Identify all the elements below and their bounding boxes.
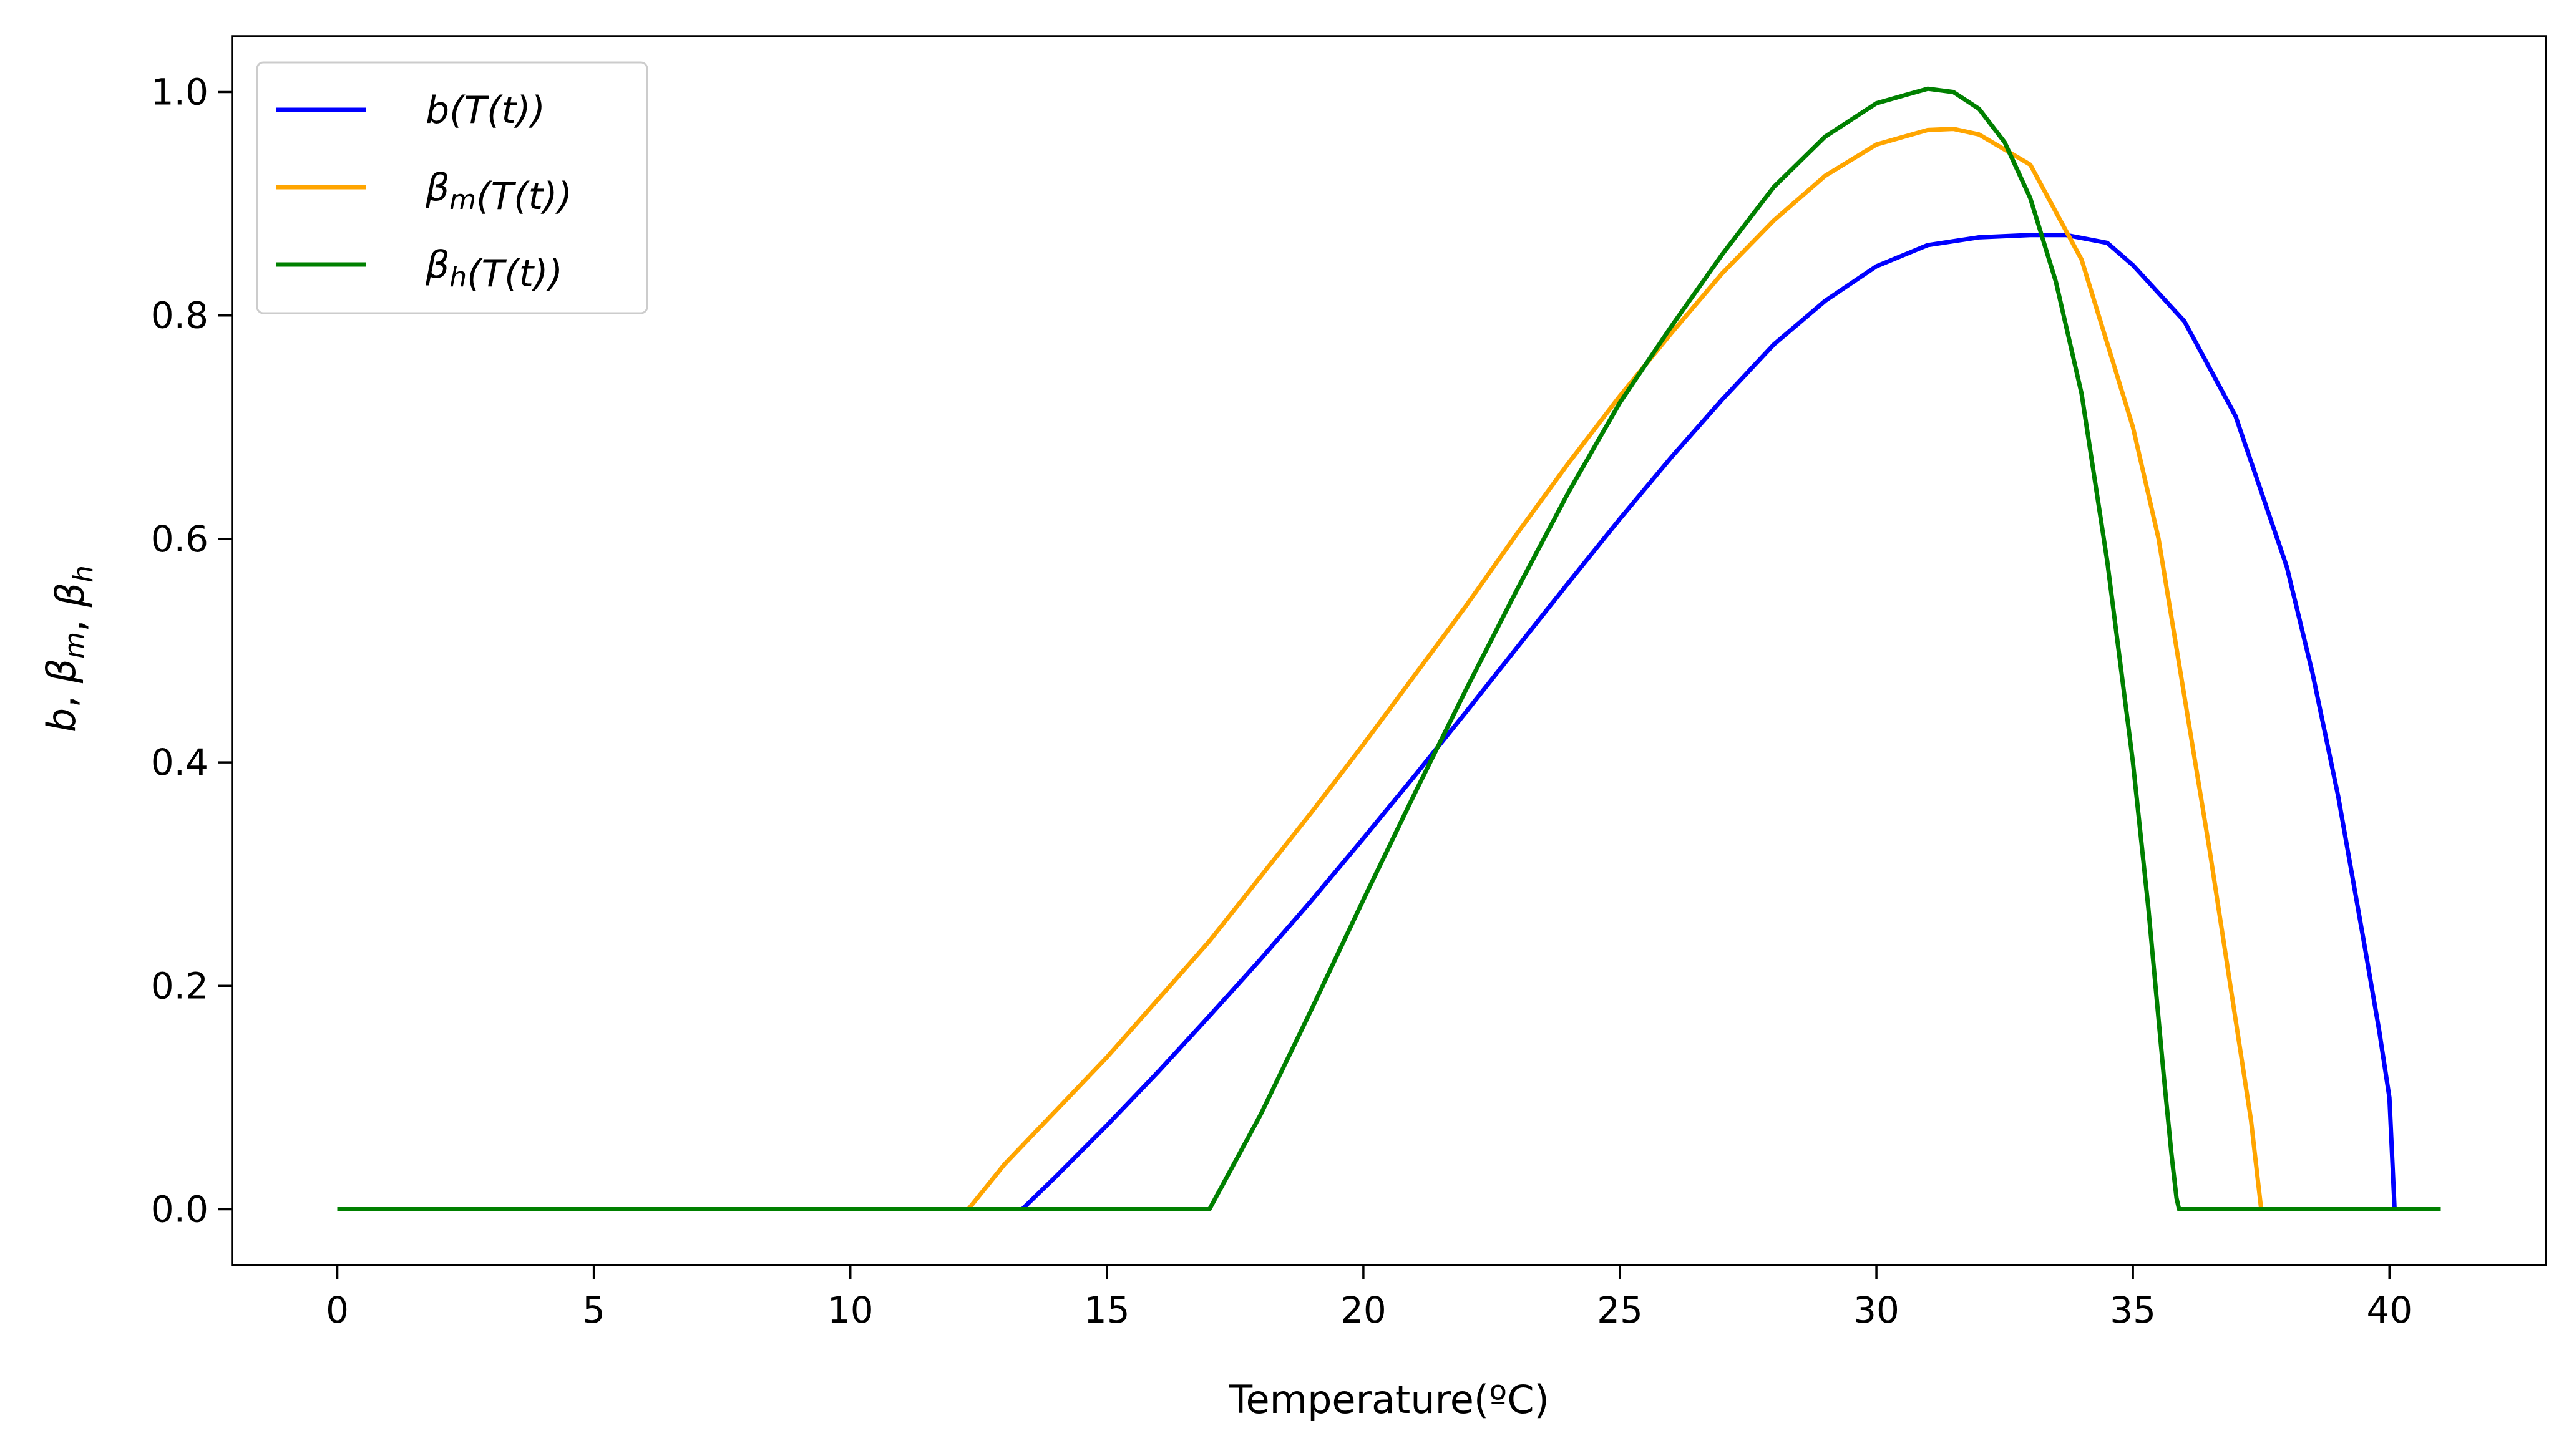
x-tick-label: 15 (1084, 1289, 1130, 1331)
y-axis-label-part: β (39, 659, 84, 684)
x-tick-label: 5 (582, 1289, 605, 1331)
legend-label-part: β (425, 166, 449, 210)
y-axis-label-part: , (39, 683, 84, 707)
series-line-0 (337, 233, 2441, 1211)
y-axis-label-part: b (39, 708, 84, 732)
legend-label-part: β (425, 243, 449, 287)
y-tick-label: 0.0 (151, 1188, 208, 1230)
legend: b(T(t))βm(T(t))βh(T(t)) (256, 61, 648, 314)
series-line-1 (337, 127, 2441, 1211)
x-tick-label: 20 (1340, 1289, 1387, 1331)
series-line-2 (337, 86, 2441, 1211)
x-axis-label: Temperature(ºC) (1228, 1377, 1549, 1422)
legend-label-0: b(T(t)) (426, 89, 545, 132)
legend-box (256, 61, 648, 314)
y-axis-label-subscript: h (67, 565, 99, 583)
x-axis-ticks: 0 5 10 15 20 25 30 35 40 (326, 1265, 2412, 1331)
y-tick-label: 0.4 (151, 741, 208, 784)
x-tick-label: 0 (326, 1289, 349, 1331)
x-tick-label: 10 (827, 1289, 874, 1331)
legend-label-part: (T(t)) (449, 89, 545, 132)
y-tick-label: 0.2 (151, 964, 208, 1007)
series-layer (337, 86, 2441, 1211)
y-axis-label-subscript: m (59, 632, 90, 659)
y-axis-label-part: , (47, 607, 93, 631)
legend-label-subscript: m (449, 184, 476, 216)
legend-label-part: (T(t)) (467, 252, 563, 296)
y-axis-ticks: 0.0 0.2 0.4 0.6 0.8 1.0 (151, 71, 232, 1230)
y-axis-label: b, βm, βh (39, 565, 99, 732)
y-tick-label: 0.8 (151, 294, 208, 337)
legend-label-subscript: h (449, 261, 467, 293)
legend-label-2: βh(T(t)) (425, 243, 563, 296)
y-axis-label-part: β (47, 583, 93, 608)
x-tick-label: 35 (2110, 1289, 2156, 1331)
legend-label-1: βm(T(t)) (425, 166, 572, 218)
x-tick-label: 40 (2366, 1289, 2412, 1331)
y-tick-label: 1.0 (151, 71, 208, 114)
plot-frame (231, 35, 2547, 1266)
y-tick-label: 0.6 (151, 518, 208, 560)
x-tick-label: 25 (1597, 1289, 1643, 1331)
x-tick-label: 30 (1853, 1289, 1899, 1331)
legend-label-part: b (426, 89, 449, 132)
legend-label-part: (T(t)) (476, 175, 572, 218)
